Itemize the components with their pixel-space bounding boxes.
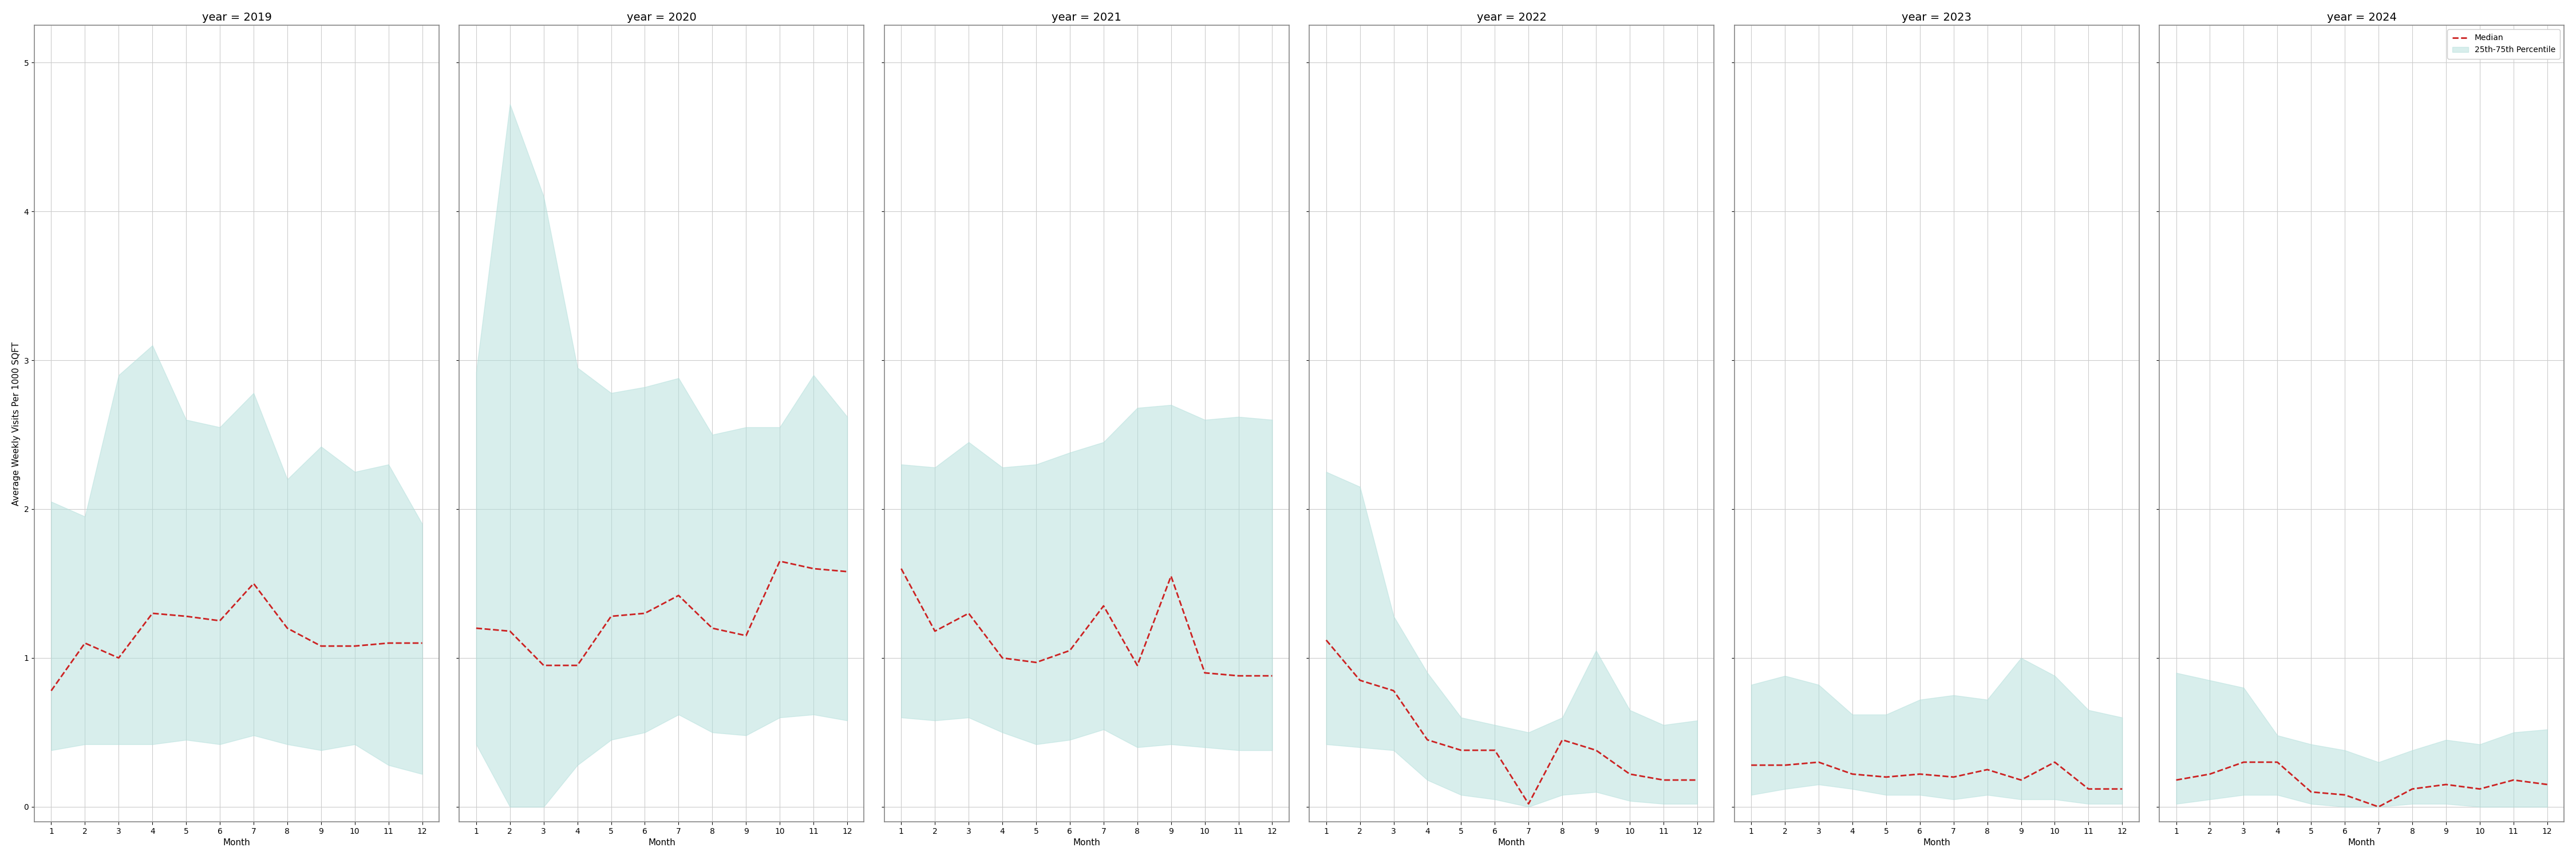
- Legend: Median, 25th-75th Percentile: Median, 25th-75th Percentile: [2447, 29, 2561, 58]
- Title: year = 2023: year = 2023: [1901, 12, 1971, 23]
- Title: year = 2020: year = 2020: [626, 12, 696, 23]
- Y-axis label: Average Weekly Visits Per 1000 SQFT: Average Weekly Visits Per 1000 SQFT: [13, 342, 21, 505]
- X-axis label: Month: Month: [1924, 838, 1950, 847]
- Title: year = 2022: year = 2022: [1476, 12, 1546, 23]
- X-axis label: Month: Month: [2349, 838, 2375, 847]
- X-axis label: Month: Month: [1074, 838, 1100, 847]
- X-axis label: Month: Month: [1499, 838, 1525, 847]
- X-axis label: Month: Month: [224, 838, 250, 847]
- Title: year = 2019: year = 2019: [201, 12, 270, 23]
- Title: year = 2021: year = 2021: [1051, 12, 1121, 23]
- Title: year = 2024: year = 2024: [2326, 12, 2396, 23]
- X-axis label: Month: Month: [649, 838, 675, 847]
